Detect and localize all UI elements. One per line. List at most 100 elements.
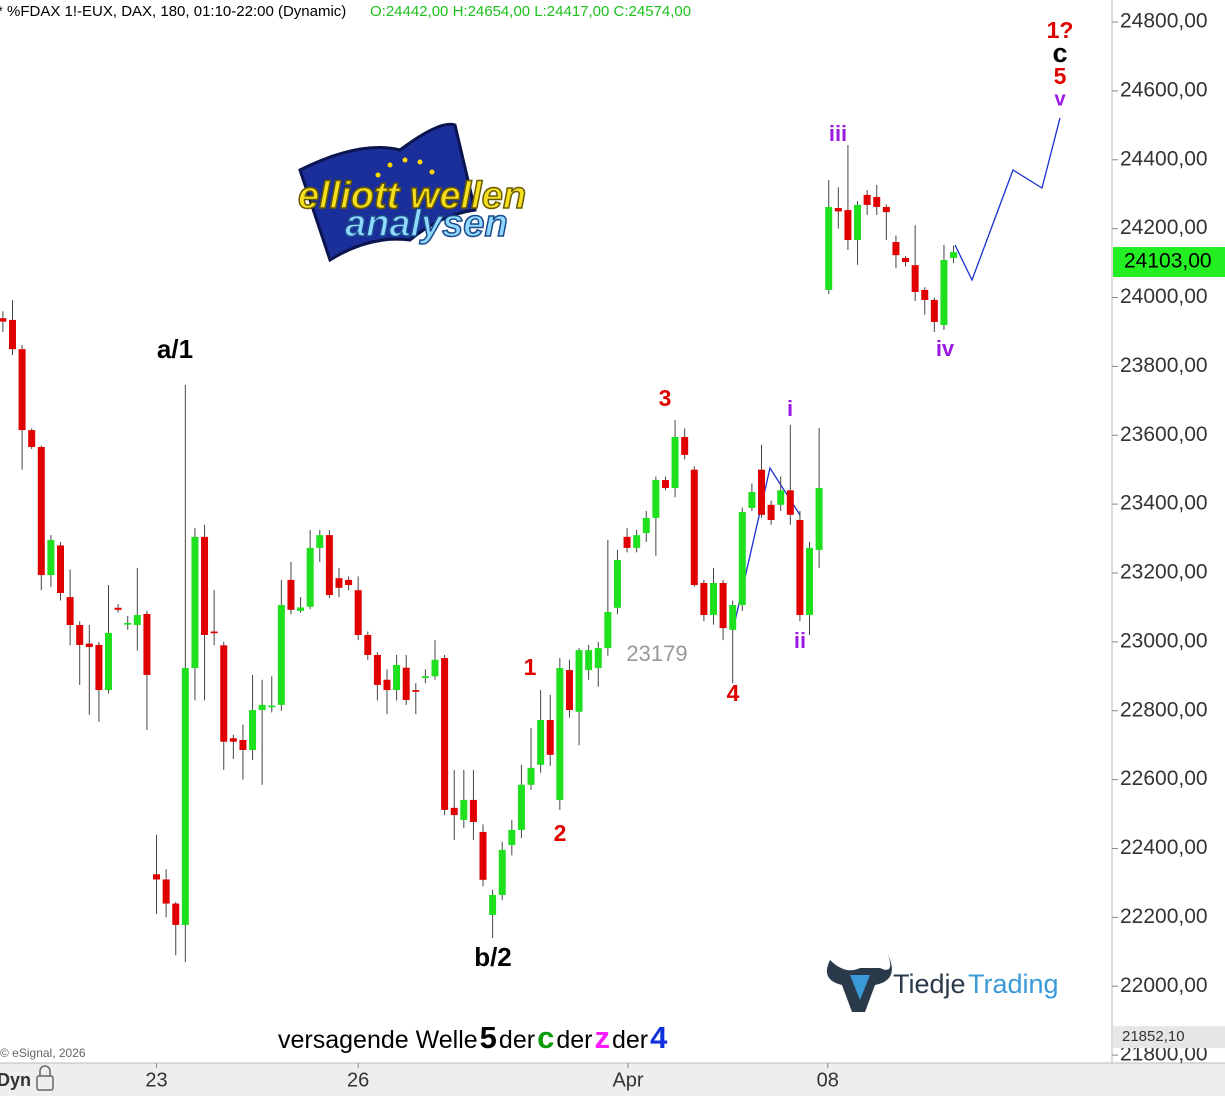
last-price-box	[1113, 247, 1225, 278]
y-tick-label: 22600,00	[1120, 767, 1208, 790]
candle-body	[546, 720, 554, 755]
caption-part: 4	[650, 1020, 668, 1055]
logo-elliott: elliott wellen analysen	[297, 122, 527, 263]
brand-part1: Tiedje	[893, 969, 966, 999]
y-tick-label: 24200,00	[1120, 216, 1208, 239]
logo-tiedje: Tiedje Trading	[826, 955, 1059, 1012]
candle-body	[748, 492, 756, 508]
caption-part: der	[556, 1026, 593, 1054]
candle-body	[66, 597, 74, 625]
caption-part: der	[498, 1026, 536, 1054]
candle-body	[642, 517, 650, 534]
candle-body	[258, 704, 266, 711]
candle-body	[297, 607, 305, 611]
y-tick-label: 24600,00	[1120, 78, 1208, 101]
candle-body	[930, 299, 938, 322]
wave-label: 5	[1054, 63, 1067, 89]
candle-body	[940, 259, 948, 326]
wave-label: b/2	[474, 942, 512, 972]
candle-body	[162, 879, 170, 904]
candle-body	[469, 799, 477, 822]
copyright: © eSignal, 2026	[0, 1046, 86, 1060]
candle-body	[393, 664, 401, 691]
candle-body	[565, 670, 573, 711]
candle-body	[85, 643, 93, 648]
candle-body	[806, 547, 814, 616]
candle-body	[844, 210, 852, 241]
candle-body	[921, 289, 929, 300]
logo-line2: analysen	[345, 203, 508, 245]
candle-body	[700, 582, 708, 616]
candle-body	[133, 615, 141, 625]
candle-body	[239, 740, 247, 750]
candle-body	[354, 590, 362, 635]
caption-part: 5	[479, 1020, 497, 1055]
candle-body	[508, 829, 516, 846]
candle-body	[863, 194, 871, 205]
wave-label: 23179	[626, 641, 687, 666]
candle-body	[575, 650, 583, 712]
candle-body	[854, 204, 862, 241]
candle-body	[402, 667, 410, 701]
candle-body	[556, 668, 564, 800]
candle-body	[738, 512, 746, 606]
candle-body	[623, 536, 631, 548]
candle-body	[767, 504, 775, 520]
y-tick-label: 22200,00	[1120, 905, 1208, 928]
candle-body	[873, 196, 881, 207]
lock-icon[interactable]	[36, 1075, 54, 1091]
candle-body	[47, 539, 55, 576]
x-tick-label: 23	[145, 1069, 167, 1091]
candle-body	[412, 690, 420, 692]
wave-label: iii	[829, 121, 847, 146]
candle-body	[537, 720, 545, 765]
y-tick-label: 24000,00	[1120, 285, 1208, 308]
caption-part: versagende Welle	[278, 1026, 478, 1054]
candle-body	[489, 894, 497, 915]
y-tick-label: 21800,00	[1120, 1043, 1208, 1066]
candle-body	[325, 535, 333, 596]
wave-label: 4	[727, 680, 740, 706]
candle-body	[143, 613, 151, 675]
candle-body	[316, 535, 324, 548]
low-marker-label: 21852,10	[1122, 1028, 1185, 1045]
candle-body	[345, 579, 353, 586]
wave-label: ii	[794, 628, 806, 653]
logo-line1: elliott wellen	[298, 175, 526, 217]
caption-part: c	[537, 1020, 555, 1055]
candle-body	[105, 632, 113, 691]
candle-body	[892, 242, 900, 256]
y-tick-label: 22800,00	[1120, 698, 1208, 721]
time-axis-bg	[0, 1063, 1225, 1096]
candle-body	[210, 631, 218, 634]
candle-body	[220, 645, 228, 742]
ohlc-text: O:24442,00 H:24654,00 L:24417,00 C:24574…	[370, 3, 691, 20]
candle-body	[709, 582, 717, 616]
candle-body	[594, 648, 602, 669]
candle-body	[719, 582, 727, 629]
candle-body	[479, 831, 487, 880]
candle-body	[950, 252, 958, 258]
x-tick-label: 26	[347, 1069, 369, 1091]
candle-body	[268, 705, 276, 708]
candle-body	[450, 807, 458, 816]
candle-body	[613, 559, 621, 608]
candle-body	[383, 679, 391, 691]
candle-body	[114, 607, 122, 610]
candle-body	[364, 634, 372, 655]
candle-body	[902, 257, 910, 263]
y-tick-label: 23200,00	[1120, 561, 1208, 584]
wave-label: 1?	[1047, 17, 1074, 43]
candle-body	[498, 849, 506, 895]
candle-body	[460, 799, 468, 820]
candle-body	[604, 611, 612, 649]
caption: versagende Welle5dercderzder4	[278, 1020, 669, 1056]
candle-body	[834, 207, 842, 212]
candle-body	[825, 206, 833, 290]
x-tick-label: 08	[817, 1069, 839, 1091]
y-tick-label: 24800,00	[1120, 10, 1208, 33]
candle-body	[335, 578, 343, 588]
candle-body	[76, 624, 84, 645]
